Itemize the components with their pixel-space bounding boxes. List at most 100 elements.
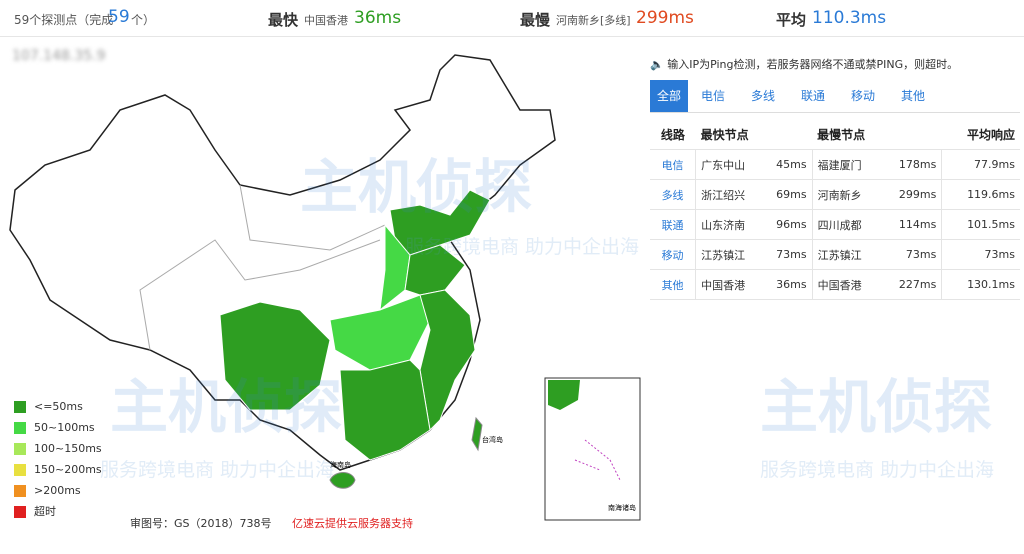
legend-item: >200ms	[14, 484, 81, 498]
cell: 227ms	[891, 269, 943, 300]
region-east	[419, 289, 476, 432]
legend-item: 50~100ms	[14, 421, 95, 435]
region-south	[339, 359, 431, 461]
table-row: 移动 江苏镇江 73ms 江苏镇江 73ms 73ms	[650, 239, 1020, 270]
slowest-value: 299ms	[636, 8, 694, 28]
cell: 178ms	[891, 149, 943, 180]
legend-label: 150~200ms	[34, 463, 102, 476]
cell: 福建厦门	[812, 149, 892, 180]
province-border	[239, 184, 386, 251]
cell: 73ms	[762, 239, 813, 270]
legend-label: 50~100ms	[34, 421, 95, 434]
watermark-slogan: 服务跨境电商 助力中企出海	[405, 236, 640, 258]
header-cell: 最快节点	[695, 120, 813, 150]
map-label: 南海诸岛	[608, 503, 636, 512]
cell: 119.6ms	[941, 179, 1020, 210]
header-cell: 线路	[650, 120, 696, 150]
legend-label: <=50ms	[34, 400, 83, 413]
cell: 中国香港	[695, 269, 763, 300]
cell: 河南新乡	[812, 179, 892, 210]
cell: 广东中山	[695, 149, 763, 180]
tab[interactable]: 全部	[650, 80, 688, 112]
avg-value: 110.3ms	[812, 8, 887, 28]
tabs: 全部 电信 多线 联通 移动 其他	[650, 80, 1020, 113]
map-label: 海南岛	[330, 460, 351, 469]
line-type: 联通	[650, 209, 697, 240]
tab[interactable]: 移动	[850, 89, 875, 103]
watermark-logo: 主机侦探	[760, 373, 993, 441]
hainan	[329, 472, 356, 489]
tab[interactable]: 多线	[750, 89, 775, 103]
table-row: 联通 山东济南 96ms 四川成都 114ms 101.5ms	[650, 209, 1020, 240]
table-row: 电信 广东中山 45ms 福建厦门 178ms 77.9ms	[650, 149, 1020, 180]
cell: 73ms	[891, 239, 943, 270]
legend-label: 100~150ms	[34, 442, 102, 455]
legend-swatch	[14, 401, 26, 413]
cell: 45ms	[762, 149, 813, 180]
legend-swatch	[14, 443, 26, 455]
legend-swatch	[14, 506, 26, 518]
points-prefix: 59个探测点（完成	[14, 13, 114, 27]
cell: 江苏镇江	[695, 239, 763, 270]
result-table: 线路 最快节点 最慢节点 平均响应 电信 广东中山 45ms 福建厦门 178ms 77.9ms 多…	[650, 120, 1020, 300]
table-row: 多线 浙江绍兴 69ms 河南新乡 299ms 119.6ms	[650, 179, 1020, 210]
legend-item: <=50ms	[14, 400, 83, 414]
cell: 浙江绍兴	[695, 179, 763, 210]
tab[interactable]: 联通	[800, 89, 825, 103]
sponsor: 亿速云提供云服务器支持	[292, 517, 413, 530]
avg-label: 平均	[776, 11, 807, 29]
fastest-node: 中国香港	[304, 14, 348, 27]
cell: 四川成都	[812, 209, 892, 240]
cell: 江苏镇江	[812, 239, 892, 270]
china-map: 台湾岛 海南岛 南海诸岛	[9, 54, 641, 521]
legend-item: 150~200ms	[14, 463, 102, 477]
watermark-logo: 主机侦探	[110, 373, 343, 441]
slowest-label: 最慢	[520, 11, 551, 29]
cell: 69ms	[762, 179, 813, 210]
legend-swatch	[14, 464, 26, 476]
line-type: 多线	[650, 179, 697, 210]
map-label: 台湾岛	[482, 435, 503, 444]
inset-land	[548, 380, 580, 410]
legend-swatch	[14, 485, 26, 497]
cell: 山东济南	[695, 209, 763, 240]
taiwan	[471, 416, 483, 452]
inset-islands	[574, 439, 621, 481]
line-type: 电信	[650, 149, 697, 180]
cell: 299ms	[891, 179, 943, 210]
legend-item: 超时	[14, 505, 56, 519]
watermark-slogan: 服务跨境电商 助力中企出海	[100, 459, 335, 481]
region-central	[329, 294, 431, 371]
table-row: 其他 中国香港 36ms 中国香港 227ms 130.1ms	[650, 269, 1020, 300]
fastest-value: 36ms	[354, 8, 402, 28]
cell: 114ms	[891, 209, 943, 240]
points-done: 59	[108, 7, 130, 27]
fastest-label: 最快	[268, 11, 299, 29]
line-type: 其他	[650, 269, 697, 300]
legend-swatch	[14, 422, 26, 434]
notice-text: 输入IP为Ping检测，若服务器网络不通或禁PING，则超时。	[667, 58, 959, 71]
points-suffix: 个）	[131, 13, 156, 27]
region-sichuan	[219, 301, 331, 411]
cell: 130.1ms	[941, 269, 1020, 300]
header-cell: 平均响应	[941, 120, 1020, 150]
region-shanxi	[379, 223, 411, 312]
table-header: 线路 最快节点 最慢节点 平均响应	[650, 120, 1020, 150]
notice: 🔈 输入IP为Ping检测，若服务器网络不通或禁PING，则超时。	[650, 58, 959, 71]
tab[interactable]: 电信	[700, 89, 725, 103]
slowest-node: 河南新乡[多线]	[556, 14, 631, 27]
cell: 73ms	[941, 239, 1020, 270]
tab[interactable]: 其他	[900, 89, 925, 103]
cell: 中国香港	[812, 269, 892, 300]
watermark-logo: 主机侦探	[300, 153, 533, 221]
watermark-slogan: 服务跨境电商 助力中企出海	[760, 459, 995, 481]
summary-bar: 59个探测点（完成 59 个） 最快 中国香港 36ms 最慢 河南新乡[多线]…	[0, 0, 1024, 37]
approval: 审图号：GS（2018）738号	[130, 517, 272, 530]
legend-label: >200ms	[34, 484, 81, 497]
cell: 36ms	[762, 269, 813, 300]
line-type: 移动	[650, 239, 697, 270]
cell: 101.5ms	[941, 209, 1020, 240]
legend-label: 超时	[34, 505, 56, 518]
cell: 96ms	[762, 209, 813, 240]
